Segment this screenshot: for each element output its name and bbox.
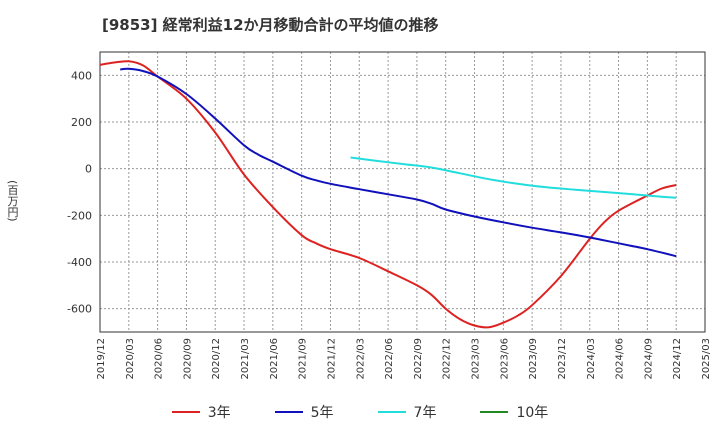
chart-title: [9853] 経常利益12か月移動合計の平均値の推移 — [102, 16, 439, 34]
legend-label: 10年 — [516, 405, 549, 421]
x-tick-label: 2022/09 — [413, 338, 424, 380]
legend-item: 5年 — [274, 402, 334, 422]
series-lines — [99, 60, 677, 329]
x-tick-label: 2021/06 — [269, 338, 280, 380]
y-tick-label: 200 — [71, 116, 92, 129]
legend-swatch — [480, 411, 509, 413]
x-tick-label: 2024/06 — [615, 338, 626, 380]
x-tick-label: 2020/12 — [211, 338, 222, 380]
legend: 3年 5年 7年 10年 — [0, 402, 720, 422]
legend-swatch — [274, 411, 303, 413]
legend-item: 10年 — [480, 402, 548, 422]
y-tick-label: -600 — [67, 303, 92, 316]
y-tick-label: 400 — [71, 69, 92, 82]
y-tick-label: 0 — [85, 163, 92, 176]
x-tick-label: 2023/12 — [557, 338, 568, 380]
legend-item: 3年 — [171, 402, 231, 422]
y-tick-labels: 400 200 0 -200 -400 -600 — [67, 69, 92, 315]
legend-label: 7年 — [413, 405, 437, 421]
x-tick-label: 2020/09 — [182, 338, 193, 380]
x-tick-label: 2021/09 — [298, 338, 309, 380]
x-tick-label: 2024/12 — [672, 338, 683, 380]
y-tick-label: -200 — [67, 209, 92, 222]
legend-label: 3年 — [207, 405, 231, 421]
y-tick-label: -400 — [67, 256, 92, 269]
legend-swatch — [171, 411, 200, 413]
series-line-1 — [120, 67, 677, 258]
x-tick-label: 2024/09 — [643, 338, 654, 380]
x-tick-labels: 2019/12 2020/03 2020/06 2020/09 2020/12 2021/… — [96, 338, 712, 380]
x-tick-label: 2021/03 — [240, 338, 251, 380]
x-tick-label: 2021/12 — [326, 338, 337, 380]
x-tick-label: 2022/03 — [355, 338, 366, 380]
x-tick-label: 2022/06 — [384, 338, 395, 380]
x-tick-label: 2023/09 — [528, 338, 539, 380]
plot-frame — [99, 51, 706, 333]
x-tick-label: 2020/03 — [125, 338, 136, 380]
series-line-2 — [350, 156, 677, 199]
legend-swatch — [377, 411, 406, 413]
y-axis-label: (百万円) — [6, 180, 19, 222]
x-tick-label: 2024/03 — [586, 338, 597, 380]
x-tick-label: 2025/03 — [701, 338, 712, 380]
x-tick-label: 2019/12 — [96, 338, 107, 380]
legend-item: 7年 — [377, 402, 437, 422]
x-tick-label: 2022/12 — [442, 338, 453, 380]
x-tick-label: 2023/06 — [499, 338, 510, 380]
x-tick-label: 2020/06 — [154, 338, 165, 380]
series-line-0 — [99, 60, 677, 329]
x-tick-label: 2023/03 — [471, 338, 482, 380]
legend-label: 5年 — [310, 405, 334, 421]
